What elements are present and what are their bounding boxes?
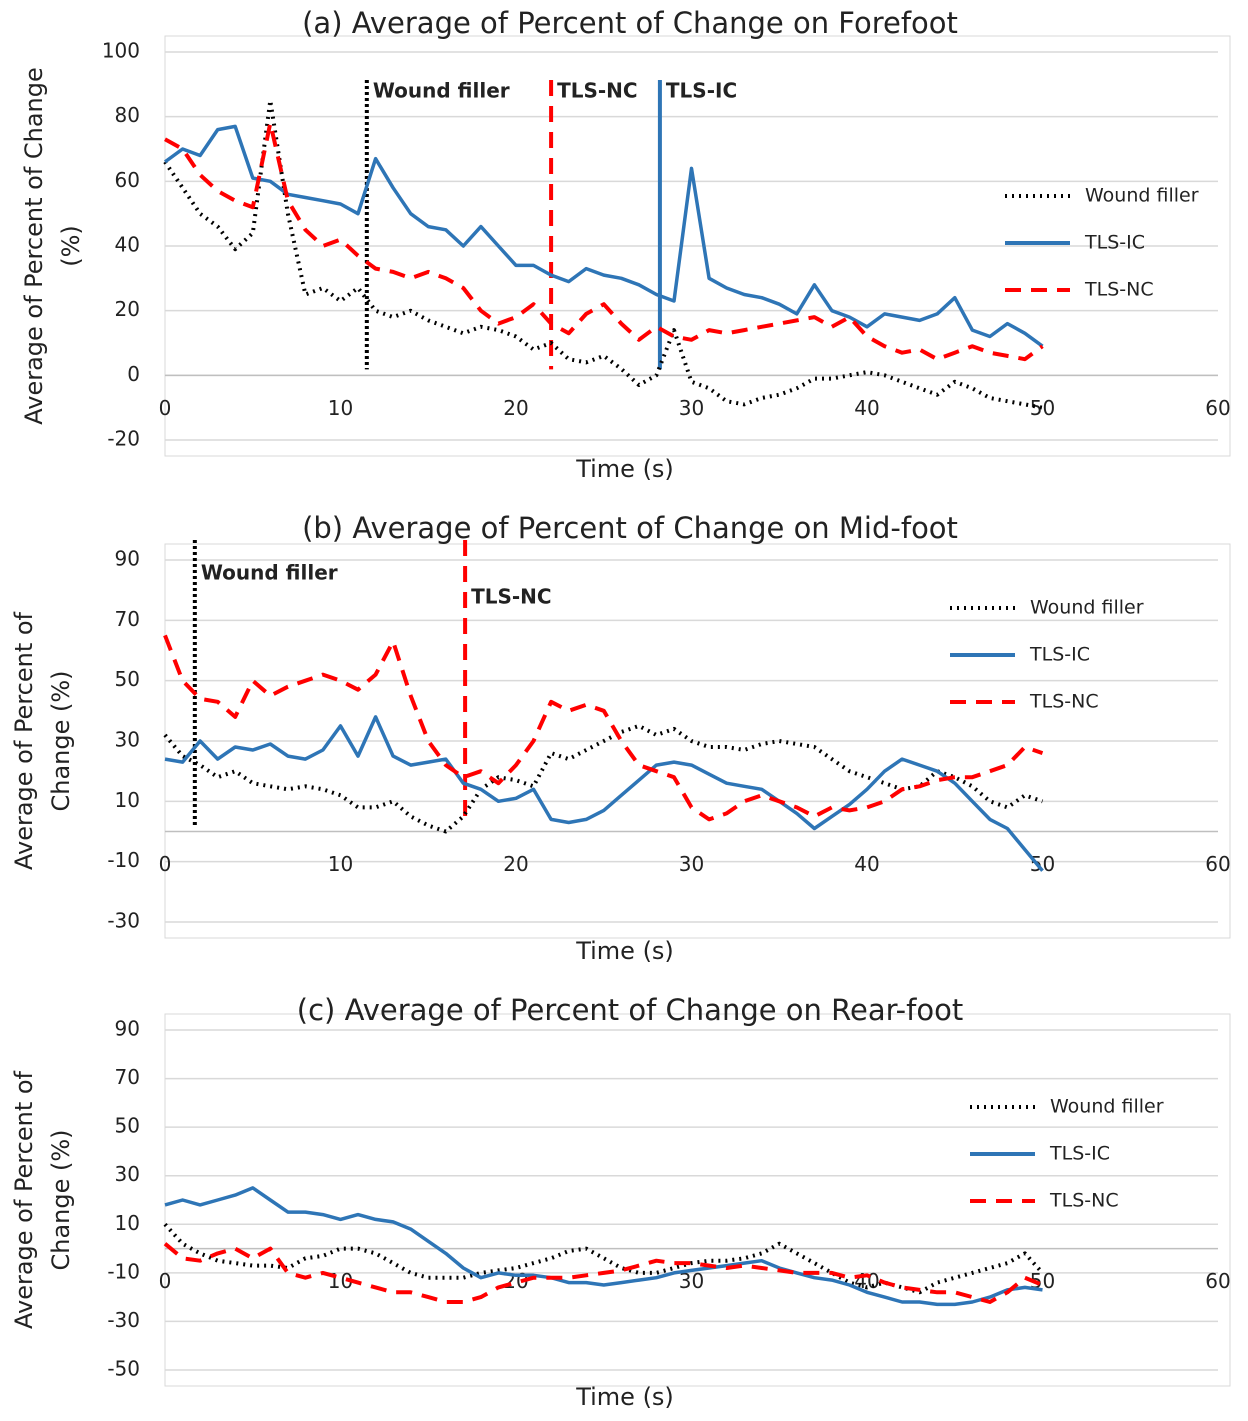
legend-label: TLS-IC	[1029, 644, 1090, 666]
x-tick-label: 0	[159, 396, 172, 420]
legend-label: TLS-NC	[1029, 691, 1099, 713]
y-tick-label: 80	[115, 103, 140, 127]
y-tick-label: 50	[115, 1114, 140, 1138]
y-tick-label: 0	[127, 362, 140, 386]
y-tick-label: 20	[115, 297, 140, 321]
x-tick-label: 10	[328, 396, 353, 420]
y-tick-label: 50	[115, 667, 140, 691]
y-tick-label: -20	[107, 427, 140, 451]
y-tick-label: -30	[107, 909, 140, 933]
series-line	[163, 634, 1044, 822]
y-tick-label: 90	[115, 547, 140, 571]
x-tick-label: 60	[1205, 396, 1230, 420]
y-tick-label: 90	[115, 1017, 140, 1041]
y-tick-label: 60	[115, 168, 140, 192]
y-tick-label: -10	[107, 848, 140, 872]
x-axis-label: Time (s)	[575, 937, 674, 965]
y-tick-label: 70	[115, 1065, 140, 1089]
series-line	[163, 723, 1044, 834]
y-axis-label: Average of Percent of Change	[20, 67, 48, 425]
legend-label: TLS-NC	[1049, 1190, 1119, 1212]
series-line	[163, 98, 1043, 410]
x-tick-label: 0	[159, 1269, 172, 1293]
series-line	[164, 121, 1044, 362]
annotation-label: TLS-NC	[557, 79, 638, 103]
y-tick-label: 10	[115, 1211, 140, 1235]
y-axis-label: Change (%)	[47, 1129, 75, 1270]
y-tick-label: -50	[107, 1357, 140, 1381]
y-axis-label: Change (%)	[47, 670, 75, 811]
x-tick-label: 10	[328, 852, 353, 876]
legend-label: Wound filler	[1085, 185, 1199, 207]
y-axis-label: Average of Percent of	[10, 1070, 38, 1329]
x-tick-label: 20	[503, 396, 528, 420]
x-axis-label: Time (s)	[575, 455, 674, 483]
y-axis-label: (%)	[57, 225, 85, 267]
x-tick-label: 30	[679, 852, 704, 876]
x-tick-label: 20	[503, 852, 528, 876]
y-tick-label: 30	[115, 1162, 140, 1186]
x-axis-label: Time (s)	[575, 1383, 674, 1411]
y-tick-label: 40	[115, 233, 140, 257]
chart-title: (b) Average of Percent of Change on Mid-…	[302, 511, 958, 545]
x-tick-label: 60	[1205, 852, 1230, 876]
legend-label: Wound filler	[1030, 597, 1144, 619]
x-tick-label: 0	[159, 852, 172, 876]
legend-label: TLS-IC	[1049, 1143, 1110, 1165]
series-line	[163, 124, 1044, 348]
chart-title: (c) Average of Percent of Change on Rear…	[297, 993, 963, 1027]
annotation-label: TLS-IC	[666, 79, 737, 103]
series-line	[163, 1242, 1044, 1304]
annotation-label: Wound filler	[373, 79, 510, 103]
x-tick-label: 40	[854, 396, 879, 420]
annotation-label: TLS-NC	[471, 585, 552, 609]
plot-frame	[164, 1013, 1231, 1387]
y-tick-label: 70	[115, 607, 140, 631]
y-tick-label: 30	[115, 728, 140, 752]
legend-label: TLS-IC	[1084, 232, 1145, 254]
y-tick-label: 100	[102, 39, 140, 63]
legend-label: TLS-NC	[1084, 279, 1154, 301]
series-line	[164, 1186, 1043, 1307]
y-tick-label: -30	[107, 1308, 140, 1332]
series-line	[164, 715, 1044, 872]
annotation-label: Wound filler	[201, 561, 338, 585]
y-axis-label: Average of Percent of	[10, 611, 38, 870]
chart-title: (a) Average of Percent of Change on Fore…	[302, 6, 958, 40]
x-tick-label: 30	[679, 396, 704, 420]
x-tick-label: 50	[1030, 852, 1055, 876]
x-tick-label: 40	[854, 852, 879, 876]
y-tick-label: -10	[107, 1259, 140, 1283]
series-line	[163, 1222, 1044, 1295]
legend-label: Wound filler	[1050, 1096, 1164, 1118]
y-tick-label: 10	[115, 788, 140, 812]
x-tick-label: 60	[1205, 1269, 1230, 1293]
